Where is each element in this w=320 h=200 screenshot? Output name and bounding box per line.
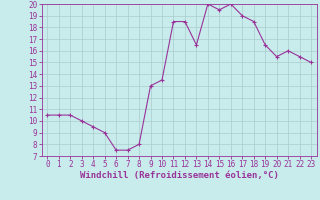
X-axis label: Windchill (Refroidissement éolien,°C): Windchill (Refroidissement éolien,°C) <box>80 171 279 180</box>
